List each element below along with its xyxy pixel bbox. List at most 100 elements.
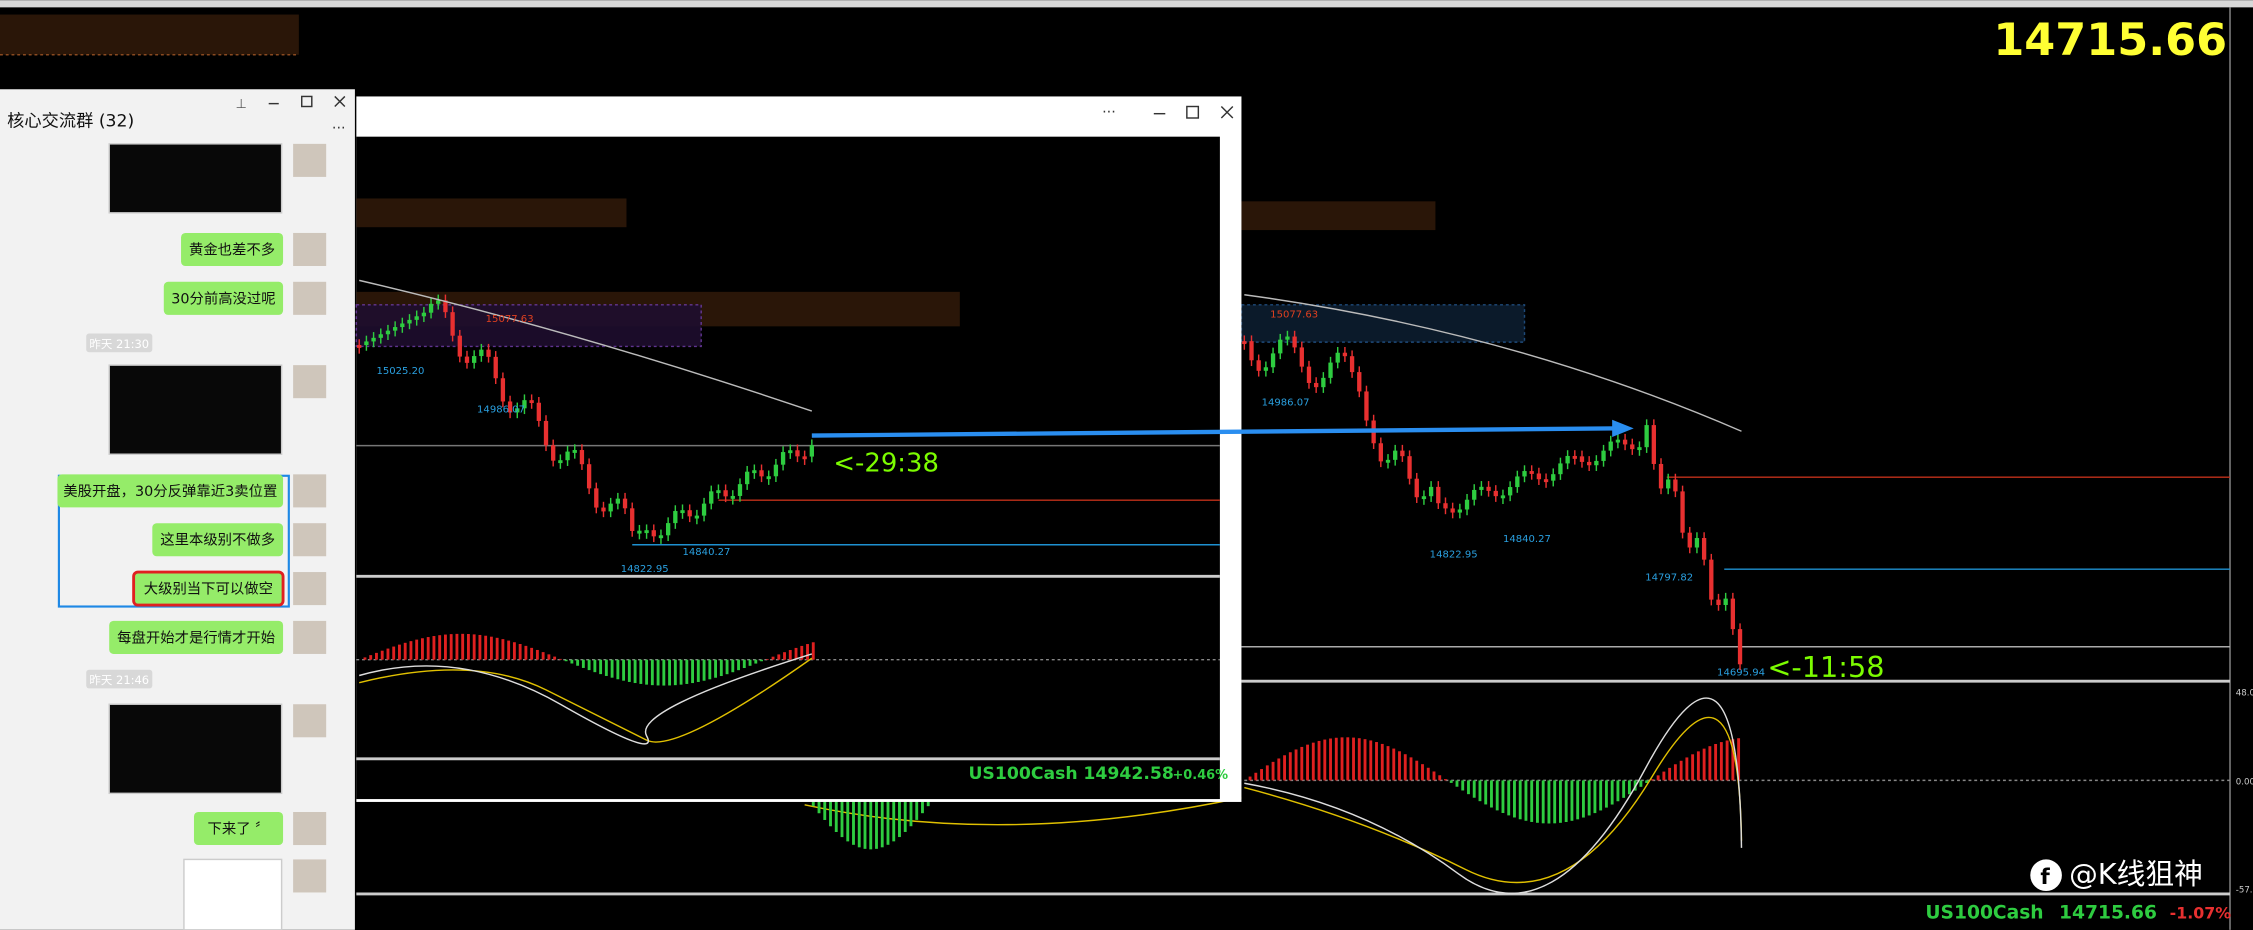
candle-body xyxy=(752,470,757,474)
close-button[interactable] xyxy=(1220,105,1234,119)
close-button[interactable] xyxy=(334,95,346,108)
price-display: 14715.66 xyxy=(1993,14,2227,66)
maximize-button[interactable] xyxy=(301,95,313,108)
candle-body xyxy=(766,476,771,480)
candle-body xyxy=(428,303,434,313)
candle-body xyxy=(1328,362,1333,378)
candle-body xyxy=(558,460,563,464)
price-label: 14797.82 xyxy=(1645,573,1693,584)
candle-body xyxy=(1730,598,1736,630)
price-label: 14695.94 xyxy=(1717,668,1765,679)
message-text: 30分前高没过呢 xyxy=(171,290,275,307)
candle-body xyxy=(1486,486,1491,491)
candle-body xyxy=(493,356,498,379)
candle-body xyxy=(1529,471,1534,474)
candle-body xyxy=(622,498,628,509)
candle-body xyxy=(1285,336,1290,340)
candle-body xyxy=(809,445,814,457)
timer: <-29:38 xyxy=(833,448,939,478)
axis-label: 48.0 xyxy=(2236,689,2253,699)
candle-body xyxy=(615,498,621,504)
popup-window: ··· 15077.63 15025.20 14986.07 14822.95 … xyxy=(355,96,1242,802)
candle-body xyxy=(608,503,613,512)
message-bubble xyxy=(152,523,284,557)
price-label: 15077.63 xyxy=(1270,310,1318,321)
candle-body xyxy=(1314,382,1319,388)
candle-body xyxy=(551,445,556,461)
message-bubble xyxy=(109,620,284,654)
avatar xyxy=(293,812,327,846)
arrow-head xyxy=(1612,419,1634,437)
footer-price: 14715.66 xyxy=(2059,902,2157,923)
candle-body xyxy=(1472,489,1477,500)
more-button[interactable]: ··· xyxy=(332,120,346,136)
candle-body xyxy=(1256,360,1261,371)
candle-body xyxy=(522,400,527,409)
candle-body xyxy=(1644,425,1649,448)
candle-body xyxy=(436,300,441,304)
pin-button[interactable]: ⊥ xyxy=(236,97,247,112)
message-text: 这里本级别不做多 xyxy=(160,532,275,549)
signal-line xyxy=(359,657,813,743)
macd-line xyxy=(359,653,813,745)
axis-label: 0.00 xyxy=(2236,778,2253,788)
candle-body xyxy=(601,507,606,512)
candle-body xyxy=(1687,532,1692,548)
candle-body xyxy=(500,378,506,402)
candle-body xyxy=(1673,479,1678,492)
timestamp: 昨天 21:30 xyxy=(89,337,149,351)
candle-body xyxy=(1701,538,1707,560)
more-button[interactable]: ··· xyxy=(1102,105,1116,121)
candle-body xyxy=(1716,599,1721,605)
candle-body xyxy=(1249,341,1254,361)
candle-body xyxy=(1565,455,1570,464)
message-text: 下来了 〞 xyxy=(208,821,270,838)
message-text: 黄金也差不多 xyxy=(189,241,275,258)
candle-body xyxy=(1385,459,1391,463)
message-text: 每盘开始才是行情才开始 xyxy=(117,628,275,646)
image-message xyxy=(108,364,283,455)
message-bubble xyxy=(132,570,285,607)
menu-strip xyxy=(0,0,2253,8)
candle-body xyxy=(1450,508,1455,513)
candle-body xyxy=(1709,559,1714,600)
candle-body xyxy=(594,488,599,508)
message-bubble xyxy=(181,232,284,266)
footer-symbol: US100Cash xyxy=(968,764,1077,784)
candle-body xyxy=(709,491,714,504)
price-label: 14822.95 xyxy=(1430,550,1478,561)
timestamp-bg xyxy=(86,669,153,689)
candle-body xyxy=(1443,503,1448,509)
candle-body xyxy=(1651,425,1656,464)
footer-symbol: US100Cash xyxy=(1925,902,2043,923)
candle-body xyxy=(1428,486,1434,497)
candle-body xyxy=(780,452,786,465)
candle-body xyxy=(407,319,412,324)
price-label: 15025.20 xyxy=(376,366,424,377)
candle-body xyxy=(1680,491,1685,533)
candle-body xyxy=(1666,479,1671,489)
candle-body xyxy=(450,312,455,336)
chat-background xyxy=(0,89,355,930)
avatar xyxy=(293,572,327,606)
image-message xyxy=(108,703,283,795)
avatar xyxy=(293,365,327,399)
zone-box xyxy=(355,304,702,348)
candle-body xyxy=(1558,463,1563,475)
candle-body xyxy=(1263,367,1269,371)
image-message xyxy=(183,858,283,930)
candle-body xyxy=(1658,463,1664,489)
candle-body xyxy=(1464,499,1470,510)
zone-box xyxy=(356,198,627,228)
candle-body xyxy=(529,400,534,404)
candle-body xyxy=(414,316,419,320)
timestamp-bg xyxy=(86,333,153,353)
candle-body xyxy=(1500,495,1506,499)
candle-body xyxy=(472,356,477,363)
moving-average xyxy=(359,279,813,412)
message-text: 大级别当下可以做空 xyxy=(144,581,273,598)
maximize-button[interactable] xyxy=(1186,105,1200,119)
candle-body xyxy=(565,451,570,461)
